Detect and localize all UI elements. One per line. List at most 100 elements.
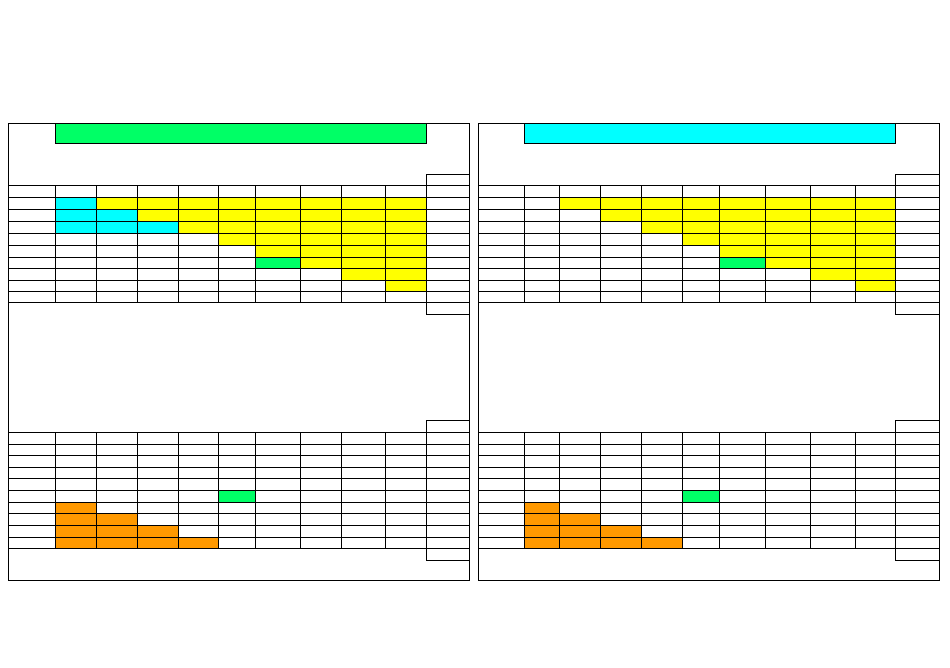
header-bar [55, 123, 427, 144]
header-bar [524, 123, 896, 144]
cell-fill [559, 197, 600, 209]
cell-fill [300, 221, 341, 233]
cell-fill [341, 268, 385, 280]
cell-fill [600, 209, 641, 221]
cell-fill [524, 513, 559, 525]
cell-fill [55, 525, 96, 537]
cell-fill [719, 221, 765, 233]
cell-fill [178, 209, 218, 221]
cell-fill [255, 245, 300, 257]
cell-fill [218, 221, 255, 233]
cell-fill [178, 537, 218, 548]
cell-fill [682, 197, 719, 209]
cell-fill [855, 245, 895, 257]
cell-fill [300, 209, 341, 221]
cell-fill [300, 257, 341, 268]
cell-fill [765, 197, 810, 209]
cell-fill [341, 209, 385, 221]
cell-fill [255, 233, 300, 245]
cell-fill [810, 197, 855, 209]
cell-fill [218, 197, 255, 209]
cell-fill [600, 525, 641, 537]
cell-fill [682, 233, 719, 245]
cell-fill [218, 490, 255, 502]
cell-fill [641, 221, 682, 233]
cell-fill [218, 233, 255, 245]
cell-fill [55, 221, 96, 233]
cell-fill [96, 197, 137, 209]
cell-fill [719, 197, 765, 209]
cell-fill [178, 221, 218, 233]
cell-fill [641, 209, 682, 221]
cell-fill [524, 525, 559, 537]
cell-fill [218, 209, 255, 221]
cell-fill [810, 233, 855, 245]
cell-fill [855, 233, 895, 245]
cell-fill [341, 233, 385, 245]
cell-fill [855, 197, 895, 209]
cell-fill [524, 502, 559, 513]
cell-fill [559, 513, 600, 525]
cell-fill [55, 537, 96, 548]
cell-fill [855, 257, 895, 268]
cell-fill [96, 209, 137, 221]
cell-fill [855, 209, 895, 221]
cell-fill [341, 257, 385, 268]
cell-fill [719, 257, 765, 268]
cell-fill [137, 221, 178, 233]
cell-fill [300, 233, 341, 245]
cell-fill [385, 221, 426, 233]
cell-fill [682, 221, 719, 233]
cell-fill [385, 268, 426, 280]
cell-fill [341, 197, 385, 209]
cell-fill [137, 525, 178, 537]
cell-fill [765, 257, 810, 268]
cell-fill [810, 268, 855, 280]
cell-fill [385, 197, 426, 209]
cell-fill [719, 233, 765, 245]
cell-fill [385, 280, 426, 291]
cell-fill [96, 513, 137, 525]
cell-fill [765, 233, 810, 245]
cell-fill [600, 197, 641, 209]
cell-fill [255, 257, 300, 268]
cell-fill [682, 490, 719, 502]
cell-fill [385, 233, 426, 245]
cell-fill [96, 525, 137, 537]
cell-fill [600, 537, 641, 548]
cell-fill [385, 245, 426, 257]
cell-fill [255, 221, 300, 233]
cell-fill [719, 245, 765, 257]
cell-fill [96, 221, 137, 233]
cell-fill [385, 209, 426, 221]
cell-fill [255, 197, 300, 209]
cell-fill [55, 513, 96, 525]
cell-fill [300, 245, 341, 257]
cell-fill [765, 209, 810, 221]
cell-fill [855, 268, 895, 280]
cell-fill [810, 221, 855, 233]
cell-fill [810, 209, 855, 221]
cell-fill [255, 209, 300, 221]
cell-fill [810, 257, 855, 268]
cell-fill [641, 197, 682, 209]
cell-fill [137, 209, 178, 221]
cell-fill [559, 525, 600, 537]
cell-fill [178, 197, 218, 209]
cell-fill [855, 221, 895, 233]
cell-fill [137, 537, 178, 548]
cell-fill [641, 537, 682, 548]
cell-fill [810, 245, 855, 257]
cell-fill [55, 209, 96, 221]
cell-fill [96, 537, 137, 548]
cell-fill [341, 221, 385, 233]
cell-fill [55, 197, 96, 209]
cell-fill [137, 197, 178, 209]
cell-fill [682, 209, 719, 221]
cell-fill [559, 537, 600, 548]
cell-fill [855, 280, 895, 291]
cell-fill [719, 209, 765, 221]
cell-fill [341, 245, 385, 257]
cell-fill [765, 221, 810, 233]
cell-fill [55, 502, 96, 513]
